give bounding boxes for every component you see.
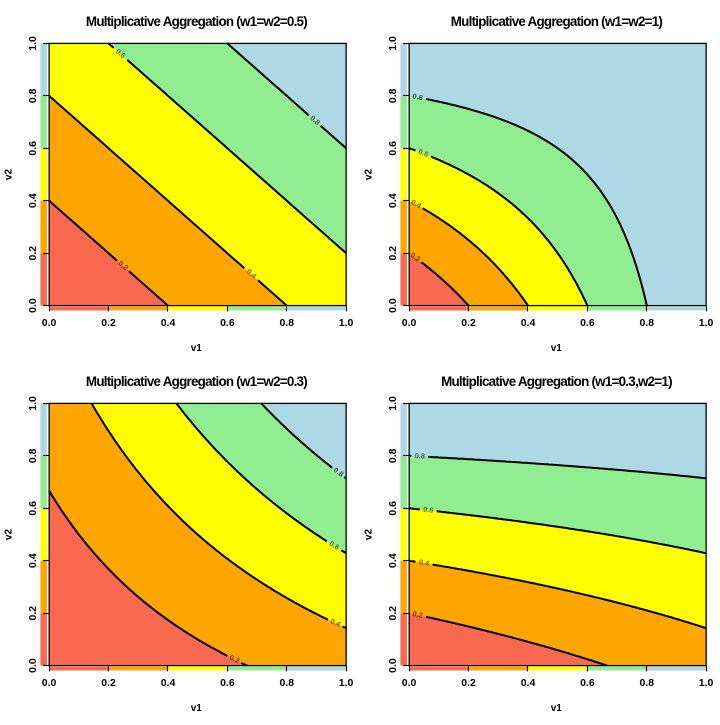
svg-text:0.6: 0.6 — [27, 501, 39, 516]
svg-text:0.8: 0.8 — [387, 448, 399, 463]
svg-text:v1: v1 — [551, 703, 563, 714]
svg-text:0.6: 0.6 — [220, 317, 235, 329]
svg-text:0.8: 0.8 — [639, 317, 654, 329]
svg-text:v1: v1 — [551, 343, 563, 354]
svg-text:0.2: 0.2 — [461, 317, 476, 329]
svg-text:Multiplicative Aggregation (w1: Multiplicative Aggregation (w1=w2=0.5) — [86, 14, 307, 29]
svg-text:0.4: 0.4 — [387, 193, 399, 208]
svg-text:1.0: 1.0 — [339, 677, 354, 689]
svg-text:0.4: 0.4 — [161, 677, 176, 689]
svg-text:0.0: 0.0 — [27, 298, 39, 313]
svg-text:0.2: 0.2 — [101, 677, 116, 689]
svg-text:0.8: 0.8 — [27, 448, 39, 463]
svg-text:0.2: 0.2 — [387, 606, 399, 621]
svg-text:v2: v2 — [364, 169, 375, 181]
svg-text:1.0: 1.0 — [339, 317, 354, 329]
svg-text:0.6: 0.6 — [387, 501, 399, 516]
svg-text:1.0: 1.0 — [699, 677, 714, 689]
svg-text:0.8: 0.8 — [639, 677, 654, 689]
svg-text:0.6: 0.6 — [580, 677, 595, 689]
svg-text:v2: v2 — [4, 169, 15, 181]
svg-text:Multiplicative Aggregation (w1: Multiplicative Aggregation (w1=0.3,w2=1) — [441, 374, 672, 389]
svg-text:1.0: 1.0 — [699, 317, 714, 329]
svg-text:1.0: 1.0 — [27, 396, 39, 411]
svg-text:0.4: 0.4 — [387, 553, 399, 568]
svg-text:0.8: 0.8 — [279, 677, 294, 689]
svg-text:0.4: 0.4 — [521, 317, 536, 329]
svg-text:v2: v2 — [4, 529, 15, 541]
svg-text:0.0: 0.0 — [402, 677, 417, 689]
svg-text:v1: v1 — [191, 343, 203, 354]
svg-text:Multiplicative Aggregation (w1: Multiplicative Aggregation (w1=w2=0.3) — [86, 374, 307, 389]
svg-text:0.8: 0.8 — [412, 91, 424, 102]
svg-text:0.2: 0.2 — [101, 317, 116, 329]
svg-text:0.6: 0.6 — [27, 141, 39, 156]
svg-text:0.0: 0.0 — [27, 658, 39, 673]
svg-text:0.4: 0.4 — [329, 616, 343, 629]
svg-text:0.0: 0.0 — [387, 658, 399, 673]
svg-text:v2: v2 — [364, 529, 375, 541]
svg-text:v1: v1 — [191, 703, 203, 714]
svg-text:0.8: 0.8 — [279, 317, 294, 329]
svg-text:1.0: 1.0 — [387, 396, 399, 411]
svg-text:0.4: 0.4 — [161, 317, 176, 329]
svg-text:0.0: 0.0 — [387, 298, 399, 313]
svg-text:0.4: 0.4 — [27, 193, 39, 208]
svg-text:0.4: 0.4 — [27, 553, 39, 568]
svg-text:1.0: 1.0 — [387, 36, 399, 51]
svg-text:0.0: 0.0 — [402, 317, 417, 329]
svg-text:0.2: 0.2 — [461, 677, 476, 689]
svg-text:0.4: 0.4 — [521, 677, 536, 689]
svg-text:0.0: 0.0 — [42, 677, 57, 689]
svg-text:1.0: 1.0 — [27, 36, 39, 51]
svg-text:0.2: 0.2 — [27, 606, 39, 621]
svg-text:0.8: 0.8 — [27, 88, 39, 103]
svg-text:Multiplicative Aggregation (w1: Multiplicative Aggregation (w1=w2=1) — [451, 14, 663, 29]
svg-text:0.2: 0.2 — [387, 246, 399, 261]
svg-text:0.6: 0.6 — [220, 677, 235, 689]
svg-text:0.2: 0.2 — [228, 653, 241, 666]
svg-text:0.4: 0.4 — [418, 557, 430, 568]
svg-text:0.2: 0.2 — [27, 246, 39, 261]
svg-text:0.6: 0.6 — [387, 141, 399, 156]
svg-text:0.8: 0.8 — [414, 451, 425, 461]
svg-text:0.6: 0.6 — [580, 317, 595, 329]
svg-text:0.0: 0.0 — [42, 317, 57, 329]
svg-text:0.8: 0.8 — [387, 88, 399, 103]
svg-text:0.6: 0.6 — [417, 147, 430, 159]
svg-text:0.6: 0.6 — [423, 505, 434, 515]
svg-text:0.2: 0.2 — [412, 609, 424, 620]
